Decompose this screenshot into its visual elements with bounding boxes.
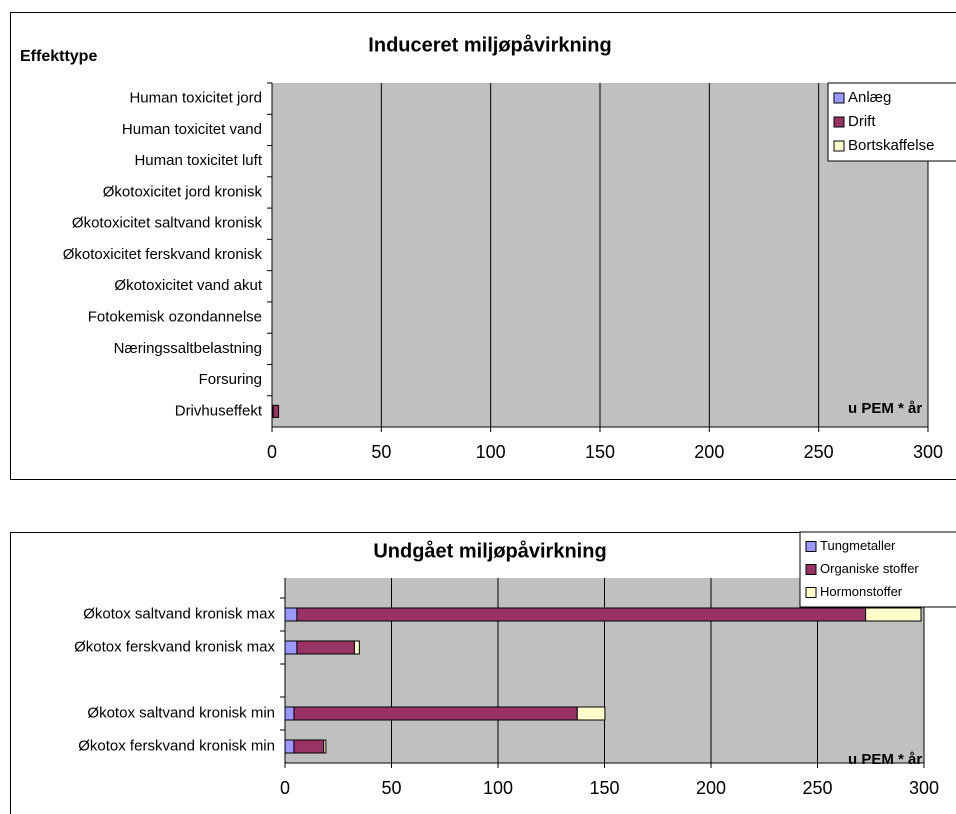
- y-tick-label: Drivhuseffekt: [175, 402, 263, 419]
- y-tick-label: Økotoxicitet ferskvand kronisk: [63, 246, 263, 263]
- y-tick-label: Human toxicitet vand: [122, 121, 262, 138]
- x-tick-label: 200: [694, 442, 724, 462]
- legend-label: Tungmetaller: [820, 538, 896, 553]
- bar-segment: [353, 640, 360, 655]
- chart-title: Undgået miljøpåvirkning: [373, 539, 606, 562]
- y-tick-label: Økotoxicitet saltvand kronisk: [72, 215, 263, 232]
- y-tick-label: Økotoxicitet vand akut: [114, 277, 262, 294]
- legend-swatch: [833, 140, 845, 152]
- x-tick-label: 250: [802, 778, 832, 798]
- y-tick-label: Økotoxicitet jord kronisk: [103, 183, 263, 200]
- y-tick-label: Human toxicitet luft: [134, 152, 262, 169]
- legend-label: Drift: [848, 113, 876, 130]
- legend-swatch: [805, 564, 817, 575]
- bar-segment: [284, 739, 295, 754]
- bar-segment: [576, 706, 606, 721]
- legend-swatch: [833, 116, 845, 128]
- legend-swatch: [833, 92, 845, 104]
- x-tick-label: 200: [696, 778, 726, 798]
- x-tick-label: 300: [913, 442, 943, 462]
- y-tick-label: Økotox ferskvand kronisk min: [78, 737, 275, 754]
- x-tick-label: 0: [280, 778, 290, 798]
- bar-segment: [296, 607, 867, 622]
- y-tick-label: Næringssaltbelastning: [114, 340, 262, 357]
- legend-box: [799, 531, 956, 608]
- legend-label: Anlæg: [848, 89, 891, 106]
- x-tick-label: 100: [476, 442, 506, 462]
- legend-swatch: [805, 587, 817, 598]
- x-tick-label: 50: [371, 442, 391, 462]
- bar-segment: [293, 739, 325, 754]
- y-tick-label: Fotokemisk ozondannelse: [88, 309, 262, 326]
- x-tick-label: 250: [804, 442, 834, 462]
- bar-segment: [284, 706, 295, 721]
- y-tick-label: Human toxicitet jord: [129, 90, 262, 107]
- y-tick-label: Økotox ferskvand kronisk max: [74, 638, 275, 655]
- x-axis-label: u PEM * år: [848, 400, 922, 417]
- bar-segment: [865, 607, 922, 622]
- y-tick-label: Økotox saltvand kronisk min: [87, 704, 275, 721]
- x-tick-label: 100: [483, 778, 513, 798]
- chart-title: Induceret miljøpåvirkning: [368, 33, 611, 56]
- x-tick-label: 0: [267, 442, 277, 462]
- x-axis-label: u PEM * år: [848, 751, 922, 768]
- legend-swatch: [805, 541, 817, 552]
- legend-box: [827, 82, 956, 162]
- bar-segment: [296, 640, 355, 655]
- legend-label: Bortskaffelse: [848, 137, 934, 154]
- bar-segment: [284, 640, 298, 655]
- bar-segment: [272, 404, 280, 418]
- bar-segment: [323, 739, 327, 754]
- x-tick-label: 300: [909, 778, 939, 798]
- x-tick-label: 50: [381, 778, 401, 798]
- y-tick-label: Økotox saltvand kronisk max: [83, 605, 275, 622]
- legend-label: Hormonstoffer: [820, 584, 903, 599]
- bar-segment: [284, 607, 298, 622]
- bar-segment: [293, 706, 578, 721]
- x-tick-label: 150: [589, 778, 619, 798]
- x-tick-label: 150: [585, 442, 615, 462]
- y-axis-label: Effekttype: [20, 48, 97, 65]
- y-tick-label: Forsuring: [199, 371, 262, 388]
- legend-label: Organiske stoffer: [820, 561, 919, 576]
